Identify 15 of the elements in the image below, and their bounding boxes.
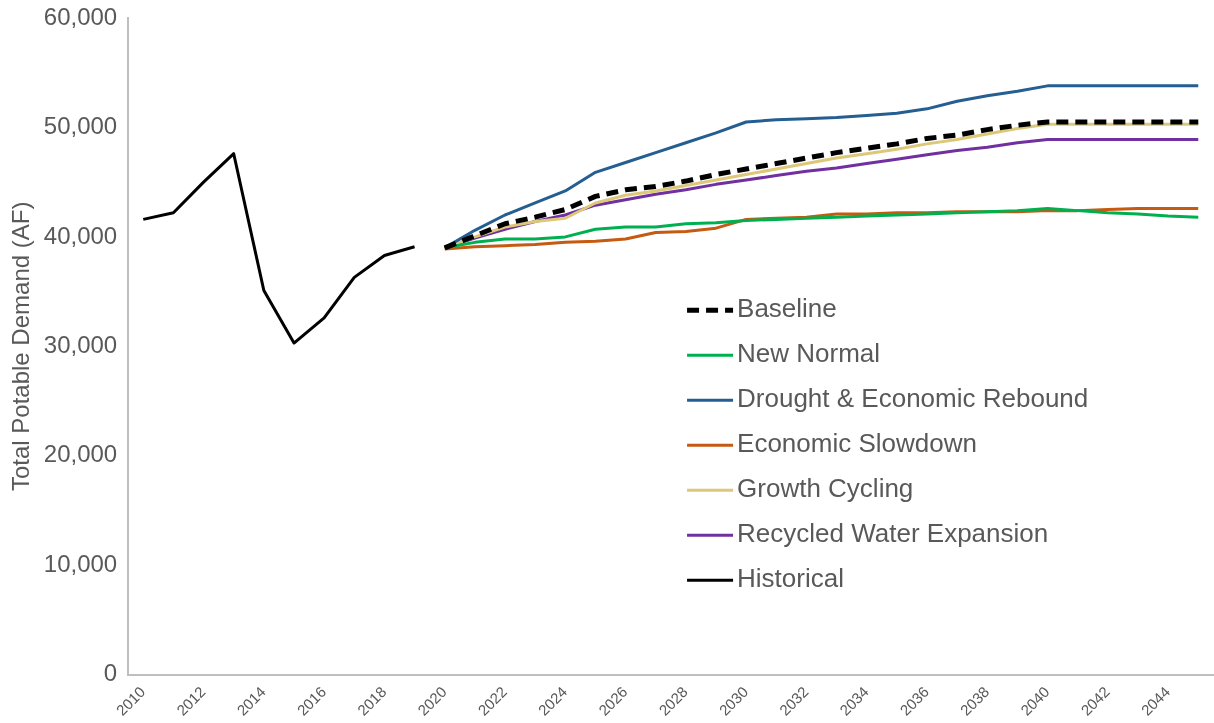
y-tick-label: 0: [103, 659, 118, 687]
legend-label: Recycled Water Expansion: [737, 518, 1049, 549]
legend-label: Economic Slowdown: [737, 428, 977, 459]
y-tick-label: 50,000: [43, 112, 118, 140]
y-tick-label: 60,000: [43, 2, 118, 30]
legend-label: New Normal: [737, 338, 881, 369]
y-axis-title: Total Potable Demand (AF): [7, 201, 35, 492]
y-tick-label: 20,000: [43, 440, 118, 468]
legend-label: Historical: [737, 563, 844, 594]
legend-label: Growth Cycling: [737, 473, 914, 504]
legend-label: Baseline: [737, 293, 837, 324]
y-tick-label: 40,000: [43, 221, 118, 249]
y-tick-label: 10,000: [43, 549, 118, 577]
y-tick-label: 30,000: [43, 330, 118, 358]
legend-label: Drought & Economic Rebound: [737, 383, 1089, 414]
